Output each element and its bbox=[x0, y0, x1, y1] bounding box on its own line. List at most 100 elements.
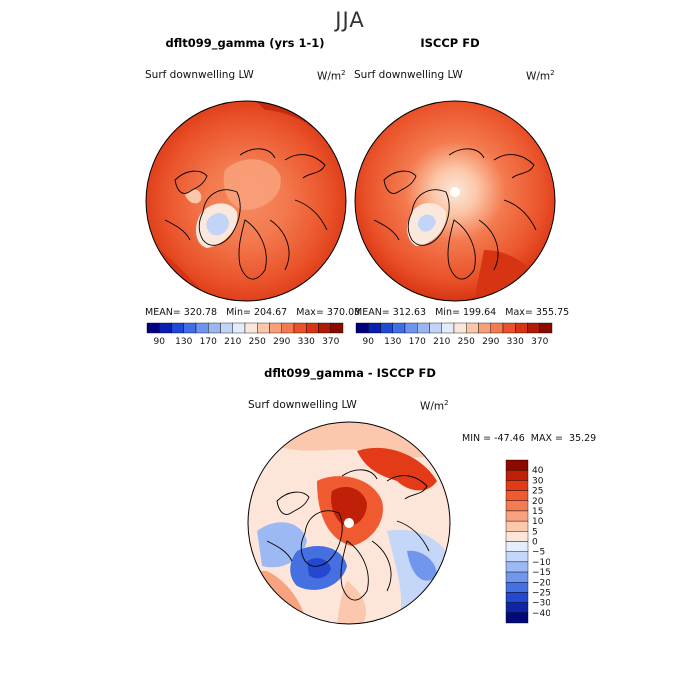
panel-3-colorbar-cell bbox=[505, 490, 529, 501]
panel-2-colorbar-cell bbox=[417, 322, 430, 334]
figure-title: JJA bbox=[335, 8, 365, 32]
panel-1-colorbar-cell bbox=[232, 322, 246, 334]
panel-2-colorbar-cell bbox=[380, 322, 393, 334]
panel-3-colorbar-cell bbox=[505, 531, 529, 542]
panel-3-colorbar-tick-label: 25 bbox=[532, 487, 543, 497]
panel-1-colorbar-cell bbox=[281, 322, 295, 334]
panel-2-title: ISCCP FD bbox=[420, 36, 480, 50]
panel-1-colorbar-cell bbox=[171, 322, 184, 334]
panel-2-colorbar-cell bbox=[515, 322, 528, 334]
panel-3-colorbar-tick-label: 5 bbox=[532, 527, 538, 537]
panel-3-pole-hole bbox=[344, 518, 354, 528]
panel-1-colorbar-cell bbox=[318, 322, 331, 334]
panel-2-colorbar-cell bbox=[539, 322, 553, 334]
panel-3-colorbar-cell bbox=[505, 469, 529, 481]
panel-3-colorbar-cell bbox=[505, 561, 529, 573]
panel-2-pole-hole bbox=[450, 187, 460, 197]
panel-1-colorbar-tick-label: 290 bbox=[273, 337, 290, 347]
panel-1-units: W/m2 bbox=[317, 69, 346, 83]
panel-2-colorbar-cell bbox=[478, 322, 491, 334]
panel-2-colorbar-cell bbox=[392, 322, 406, 334]
panel-3-colorbar-cell bbox=[505, 520, 529, 532]
panel-1-field-region-greenland-core bbox=[206, 213, 229, 236]
panel-3-title: dflt099_gamma - ISCCP FD bbox=[264, 366, 436, 380]
panel-3-colorbar-tick-label: −10 bbox=[532, 558, 550, 568]
panel-1-field-region-arctic bbox=[223, 159, 281, 210]
panel-3-variable-label: Surf downwelling LW bbox=[248, 399, 357, 411]
panel-2-colorbar-cell bbox=[404, 322, 418, 334]
panel-2-map-boundary bbox=[354, 100, 556, 302]
panel-1-colorbar: 90 130 170 210 250 290 330 370 bbox=[146, 322, 344, 347]
panel-3-colorbar-tick-label: 20 bbox=[532, 497, 544, 507]
panel-2-colorbar-cell bbox=[502, 322, 516, 334]
panel-2-colorbar-tick-label: 170 bbox=[409, 337, 426, 347]
panel-2-colorbar-tick-label: 90 bbox=[363, 337, 375, 347]
panel-2-polar-map bbox=[354, 100, 556, 302]
panel-2-colorbar: 90 130 170 210 250 290 330 370 bbox=[355, 322, 553, 347]
panel-3-colorbar-tick-label: 40 bbox=[532, 466, 544, 476]
panel-3-colorbar-cell bbox=[505, 459, 529, 471]
panel-2-colorbar-cell bbox=[490, 322, 504, 334]
panel-3-units: W/m2 bbox=[420, 399, 449, 413]
panel-3-colorbar-tick-label: −30 bbox=[532, 599, 550, 609]
panel-3-colorbar-cell bbox=[505, 582, 529, 593]
panel-1-variable-label: Surf downwelling LW bbox=[145, 69, 254, 81]
panel-1-colorbar-cell bbox=[269, 322, 282, 334]
panel-3-colorbar-tick-label: −25 bbox=[532, 588, 550, 598]
panel-1-polar-map bbox=[145, 100, 347, 302]
panel-3-field-region-warm-ne bbox=[357, 447, 437, 491]
panel-2-colorbar-cell bbox=[527, 322, 540, 334]
panel-1-colorbar-tick-label: 170 bbox=[200, 337, 217, 347]
panel-2-colorbar-tick-label: 250 bbox=[458, 337, 475, 347]
panel-3-colorbar-cell bbox=[505, 592, 529, 603]
panel-1-field-region-canada bbox=[185, 189, 202, 204]
panel-3-colorbar-cell bbox=[505, 551, 529, 563]
panel-3-colorbar-tick-label: −40 bbox=[532, 609, 550, 619]
panel-1-colorbar-cell bbox=[306, 322, 319, 334]
panel-1-colorbar-tick-label: 250 bbox=[249, 337, 266, 347]
panel-2-variable-label: Surf downwelling LW bbox=[354, 69, 463, 81]
panel-2-stats: MEAN= 312.63 Min= 199.64 Max= 355.75 bbox=[354, 307, 570, 318]
panel-2-colorbar-cell bbox=[429, 322, 442, 334]
panel-1-colorbar-cell bbox=[257, 322, 270, 334]
panel-3-field-region-cool-east-core bbox=[407, 550, 437, 581]
panel-2-colorbar-tick-label: 330 bbox=[507, 337, 524, 347]
panel-1-colorbar-cell bbox=[330, 322, 344, 334]
panel-3-colorbar-tick-label: 30 bbox=[532, 476, 544, 486]
panel-3-colorbar-tick-label: 0 bbox=[532, 538, 538, 548]
panel-3-colorbar-cell bbox=[505, 571, 529, 583]
panel-1-colorbar-tick-label: 330 bbox=[298, 337, 315, 347]
panel-1-colorbar-tick-label: 130 bbox=[175, 337, 192, 347]
panel-3-colorbar-cell bbox=[505, 612, 529, 624]
panel-3-colorbar-tick-label: 15 bbox=[532, 507, 543, 517]
panel-3-stats: MIN = -47.46 MAX = 35.29 bbox=[462, 433, 597, 444]
panel-1-map-boundary bbox=[145, 100, 347, 302]
panel-1-stats: MEAN= 320.78 Min= 204.67 Max= 370.03 bbox=[145, 307, 361, 318]
panel-3-polar-map bbox=[247, 421, 451, 625]
panel-1-colorbar-tick-label: 210 bbox=[224, 337, 241, 347]
panel-1-colorbar-cell bbox=[146, 322, 160, 334]
panel-2-colorbar-cell bbox=[355, 322, 369, 334]
panel-3-colorbar-cell bbox=[505, 510, 529, 522]
panel-1-coastlines bbox=[164, 148, 328, 280]
panel-3-colorbar-tick-label: −15 bbox=[532, 568, 550, 578]
panel-3-colorbar-cell bbox=[505, 541, 529, 552]
panel-1-title: dflt099_gamma (yrs 1-1) bbox=[165, 36, 325, 50]
panel-2-colorbar-cell bbox=[441, 322, 455, 334]
panel-3-colorbar-cell bbox=[505, 602, 529, 614]
panel-2-colorbar-tick-label: 130 bbox=[384, 337, 401, 347]
panel-2-colorbar-cell bbox=[453, 322, 467, 334]
panel-1-colorbar-tick-label: 370 bbox=[322, 337, 339, 347]
panel-3-colorbar-tick-label: −20 bbox=[532, 578, 550, 588]
panel-1-colorbar-cell bbox=[293, 322, 307, 334]
panel-2-colorbar-tick-label: 210 bbox=[433, 337, 450, 347]
panel-3-colorbar-tick-label: −5 bbox=[532, 548, 545, 558]
panel-1-colorbar-tick-label: 90 bbox=[154, 337, 166, 347]
panel-3-colorbar-tick-label: 10 bbox=[532, 517, 544, 527]
panel-3-colorbar-cell bbox=[505, 500, 529, 512]
panel-2-colorbar-cell bbox=[368, 322, 381, 334]
panel-2-units: W/m2 bbox=[526, 69, 555, 83]
panel-1-colorbar-cell bbox=[159, 322, 172, 334]
panel-2-coastlines bbox=[373, 148, 537, 280]
